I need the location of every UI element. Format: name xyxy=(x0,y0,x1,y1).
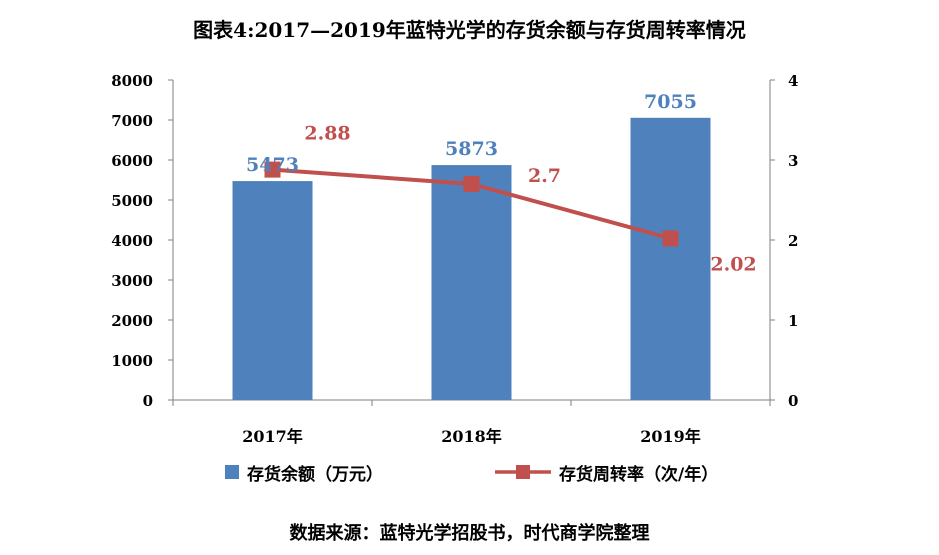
bar-value-label: 5873 xyxy=(445,138,498,160)
y-left-tick-label: 4000 xyxy=(111,232,153,250)
bar-inventory xyxy=(431,165,512,400)
legend: 存货余额（万元） 存货周转率（次/年） xyxy=(225,458,785,486)
bar-value-label: 7055 xyxy=(644,91,697,113)
legend-bar-swatch xyxy=(225,465,239,479)
y-left-tick-label: 8000 xyxy=(111,72,153,90)
y-right-tick-label: 0 xyxy=(788,392,798,410)
line-value-label: 2.02 xyxy=(710,253,756,275)
y-left-tick-label: 1000 xyxy=(111,352,153,370)
y-left-tick-label: 5000 xyxy=(111,192,153,210)
y-left-tick-label: 6000 xyxy=(111,152,153,170)
line-value-label: 2.88 xyxy=(304,123,350,145)
source-note: 数据来源：蓝特光学招股书，时代商学院整理 xyxy=(289,523,650,544)
x-tick-label: 2018年 xyxy=(441,427,502,446)
chart-title: 图表4:2017—2019年蓝特光学的存货余额与存货周转率情况 xyxy=(193,18,746,42)
turnover-marker xyxy=(662,230,679,247)
bar-value-label: 5473 xyxy=(246,154,299,176)
y-right-tick-label: 4 xyxy=(788,72,798,90)
y-right-tick-label: 1 xyxy=(788,312,798,330)
legend-label-inventory: 存货余额（万元） xyxy=(247,464,383,485)
legend-line-swatch xyxy=(495,465,551,479)
bar-inventory xyxy=(232,181,313,400)
y-right-tick-label: 2 xyxy=(788,232,798,250)
bar-inventory xyxy=(630,117,711,401)
y-left-tick-label: 3000 xyxy=(111,272,153,290)
y-left-tick-label: 2000 xyxy=(111,312,153,330)
y-right-tick-label: 3 xyxy=(788,152,798,170)
turnover-marker xyxy=(463,176,480,192)
x-tick-label: 2019年 xyxy=(640,427,701,446)
y-left-tick-label: 0 xyxy=(143,392,153,410)
y-left-tick-label: 7000 xyxy=(111,112,153,130)
turnover-marker xyxy=(264,161,281,178)
legend-label-turnover: 存货周转率（次/年） xyxy=(559,464,719,485)
x-tick-label: 2017年 xyxy=(242,427,303,446)
line-value-label: 2.7 xyxy=(528,165,561,187)
